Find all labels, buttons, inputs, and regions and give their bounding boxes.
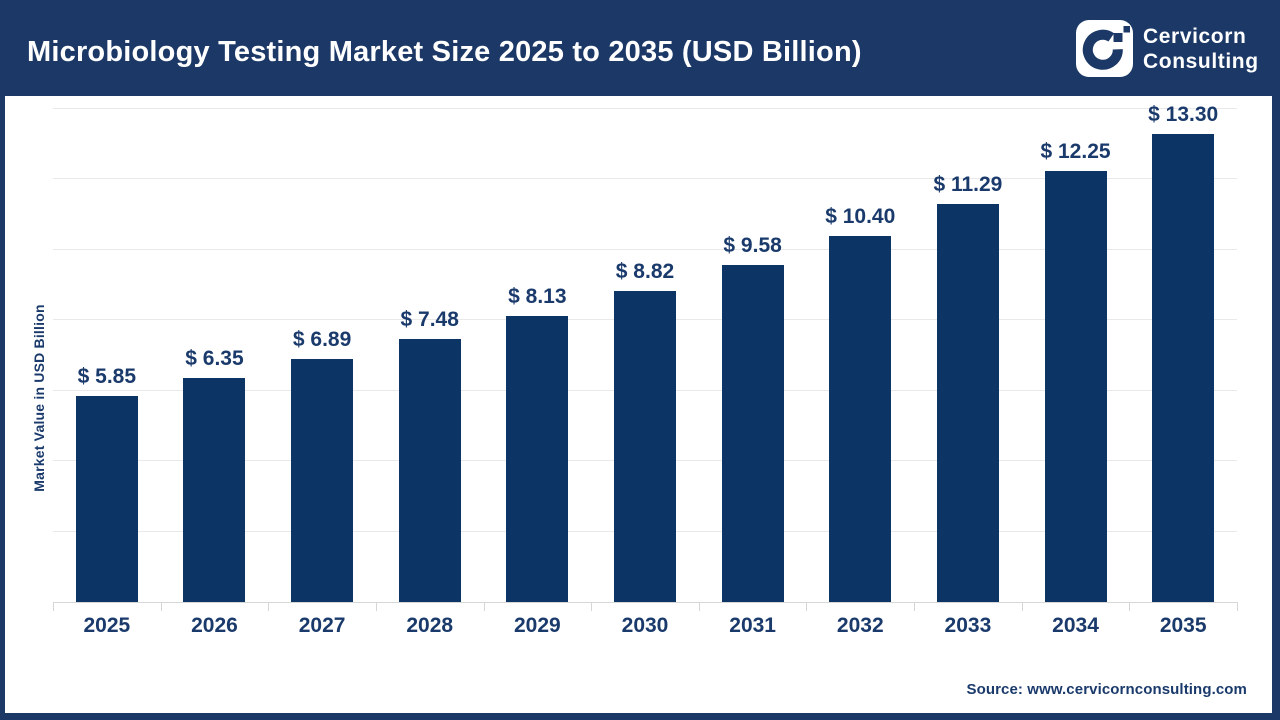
x-axis-tick-label: 2033 <box>944 614 992 637</box>
x-axis-tick <box>160 602 162 611</box>
bar-value-label: $ 9.58 <box>723 233 782 257</box>
bar-value-label: $ 13.30 <box>1148 102 1219 126</box>
cervicorn-logo-icon <box>1082 26 1130 70</box>
brand-name-line1: Cervicorn <box>1143 24 1247 48</box>
x-axis-tick-label: 2025 <box>83 614 131 637</box>
x-axis-tick <box>914 602 916 611</box>
x-axis-line <box>53 602 1237 603</box>
gridline <box>53 108 1237 109</box>
x-axis-tick-label: 2026 <box>191 614 238 637</box>
bar-value-label: $ 7.48 <box>400 307 459 331</box>
x-axis-tick <box>375 602 377 611</box>
gridline <box>53 248 1237 250</box>
x-axis-tick <box>698 602 700 611</box>
x-axis-tick-label: 2030 <box>621 614 669 637</box>
plot-area: $ 5.85 2025 $ 6.35 2026 $ 6.89 2027 $ 7.48 2028… <box>53 103 1238 637</box>
x-axis-tick-label: 2034 <box>1052 614 1099 637</box>
header: Microbiology Testing Market Size 2025 to… <box>0 0 1280 96</box>
bar-value-label: $ 10.40 <box>825 204 896 228</box>
y-axis-title: Market Value in USD Billion <box>31 304 47 492</box>
bar <box>936 204 999 602</box>
bar <box>398 338 461 602</box>
page-title: Microbiology Testing Market Size 2025 to… <box>27 36 862 68</box>
x-axis-tick <box>806 602 808 611</box>
bar <box>291 359 354 602</box>
x-axis-tick <box>1021 602 1023 611</box>
x-axis-tick-label: 2031 <box>729 614 776 637</box>
x-axis-tick <box>1129 602 1131 611</box>
x-axis-tick <box>53 602 54 611</box>
bar-value-label: $ 8.13 <box>508 284 567 308</box>
brand-name-line2: Consulting <box>1143 49 1259 73</box>
bar-value-label: $ 8.82 <box>615 260 675 284</box>
bar-value-label: $ 12.25 <box>1040 139 1111 163</box>
x-axis-tick-label: 2028 <box>406 614 454 637</box>
x-axis-tick <box>268 602 270 611</box>
bar-value-label: $ 11.29 <box>933 173 1003 197</box>
bar <box>1152 133 1215 602</box>
bar <box>75 396 138 602</box>
chart-canvas: Market Value in USD Billion $ 5.85 2025 $ … <box>5 96 1272 713</box>
bar <box>829 235 892 602</box>
x-axis-tick-label: 2032 <box>836 614 884 637</box>
brand-name: Cervicorn Consulting <box>1143 24 1259 74</box>
x-axis-tick-label: 2035 <box>1159 614 1207 637</box>
bar <box>614 291 676 602</box>
bar <box>506 315 569 602</box>
bar-value-label: $ 6.89 <box>292 328 352 352</box>
bar-value-label: $ 5.85 <box>77 365 137 388</box>
x-axis-tick-label: 2027 <box>298 614 346 637</box>
cervicorn-logo <box>1076 20 1133 77</box>
bar <box>1044 170 1107 602</box>
bar <box>183 378 246 602</box>
x-axis-tick <box>591 602 593 611</box>
bar <box>721 264 784 602</box>
bar-value-label: $ 6.35 <box>185 347 244 371</box>
gridline <box>53 178 1237 180</box>
x-axis-tick-label: 2029 <box>514 614 561 637</box>
brand-logo: Cervicorn Consulting <box>1076 20 1259 77</box>
x-axis-tick <box>483 602 485 611</box>
source-text: Source: www.cervicornconsulting.com <box>966 681 1247 698</box>
x-axis-tick <box>1237 602 1238 611</box>
